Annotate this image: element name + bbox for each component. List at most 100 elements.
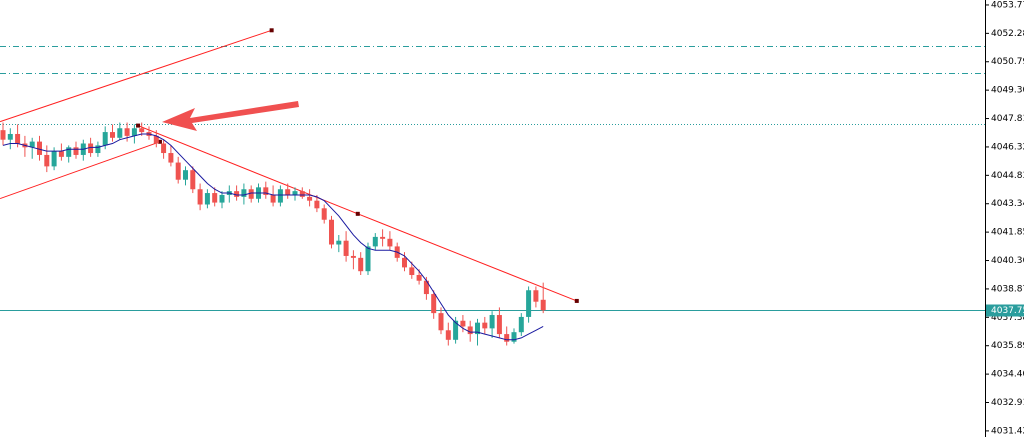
candle-body (124, 128, 130, 136)
candle-body (292, 191, 298, 195)
candle-body (51, 151, 57, 167)
trendline-anchor (269, 28, 274, 33)
y-tick-label: 4035.89 (991, 341, 1024, 351)
candle-body (504, 334, 510, 342)
candle-body (58, 151, 64, 157)
candle-body (343, 240, 349, 256)
candle-body (285, 189, 291, 195)
candle-body (518, 316, 524, 333)
y-tick-label: 4043.34 (991, 199, 1024, 209)
arrow (162, 101, 299, 131)
y-tick-label: 4040.36 (991, 256, 1024, 266)
candle-body (372, 236, 378, 247)
candle-body (175, 162, 181, 180)
candle-body (380, 236, 386, 239)
y-tick-label: 4047.81 (991, 114, 1024, 124)
candle-body (402, 257, 407, 268)
candle-body (88, 143, 94, 154)
candle-body (204, 193, 210, 205)
y-tick-label: 4031.42 (991, 426, 1024, 436)
candle-body (467, 326, 473, 335)
candle-body (423, 280, 429, 295)
y-tick-label: 4052.28 (991, 29, 1024, 39)
candle-body (336, 240, 342, 245)
candle-body (431, 294, 437, 314)
candle-body (387, 238, 393, 247)
candle-body (489, 315, 495, 329)
candle-body (416, 275, 422, 281)
candle-body (139, 128, 145, 133)
candle-body (453, 320, 459, 340)
candle-body (102, 132, 108, 146)
candle-body (190, 170, 196, 190)
y-tick-label: 4044.83 (991, 171, 1024, 181)
candle-body (37, 141, 42, 155)
y-tick-label: 4037.38 (991, 313, 1024, 323)
candle-body (365, 246, 371, 272)
candle-body (460, 320, 466, 327)
y-tick-label: 4034.40 (991, 370, 1024, 380)
candle-body (117, 128, 123, 138)
candle-body (183, 170, 188, 180)
trendline (0, 29, 272, 123)
candle-body (533, 290, 539, 302)
candle-body (329, 219, 334, 245)
arrow-annotation (162, 101, 299, 131)
plot-area (0, 28, 985, 346)
candle-body (321, 208, 327, 220)
y-tick-label: 4032.91 (991, 398, 1024, 408)
candle-body (314, 200, 320, 209)
candle-body (540, 299, 546, 311)
candle-body (263, 187, 269, 195)
y-tick-label: 4049.30 (991, 86, 1024, 96)
trendline-anchor (574, 298, 579, 303)
candle-body (438, 313, 444, 331)
candle-body (482, 322, 488, 329)
trendline-anchor (157, 139, 162, 144)
candle-body (131, 128, 137, 136)
candle-body (161, 143, 167, 154)
trendline-anchor (355, 211, 360, 216)
y-tick-label: 4053.77 (991, 0, 1024, 10)
y-tick-label: 4046.32 (991, 142, 1024, 152)
y-tick-label: 4041.85 (991, 228, 1024, 238)
candle-body (270, 194, 276, 203)
candle-body (66, 147, 72, 157)
trendline-anchor (136, 123, 141, 128)
candle-body (44, 154, 50, 167)
candle-body (234, 191, 240, 197)
candle-body (299, 191, 305, 197)
candle-body (409, 267, 415, 276)
moving-average (2, 133, 544, 341)
candle-body (95, 145, 101, 154)
candle-body (15, 133, 21, 144)
candle-body (219, 194, 225, 203)
candle-body (277, 189, 283, 203)
candle-body (526, 290, 532, 317)
candle-body (350, 255, 356, 258)
candle-body (212, 193, 218, 203)
candle-body (153, 135, 159, 144)
candle-body (307, 196, 313, 201)
candle-body (110, 132, 115, 138)
candle-body (29, 141, 35, 148)
candle-body (445, 330, 451, 340)
candle-body (168, 153, 174, 163)
trendline (0, 141, 161, 200)
y-tick-label: 4038.87 (991, 284, 1024, 294)
axis-labels: 4053.77 4052.28 4050.79 4049.30 4047.81 4046.… (985, 0, 1024, 436)
last-price-box (986, 304, 1024, 317)
candle-body (197, 189, 203, 205)
candle-body (7, 133, 13, 140)
candle-body (248, 189, 254, 199)
candle-body (511, 332, 517, 342)
candle-body (73, 147, 79, 155)
candle-body (358, 257, 364, 272)
y-tick-label: 4050.79 (991, 57, 1024, 67)
last-price-label: 4037.75 (991, 306, 1024, 316)
candle-body (0, 130, 6, 140)
candle-body (241, 189, 247, 197)
candle-body (496, 315, 502, 335)
